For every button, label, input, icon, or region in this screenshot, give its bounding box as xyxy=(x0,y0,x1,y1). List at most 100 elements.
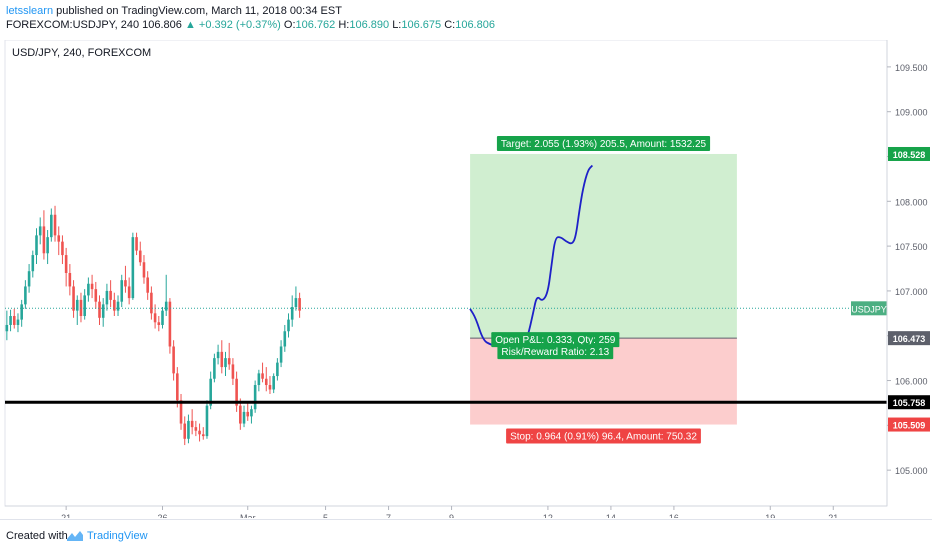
price-tick-label: 107.000 xyxy=(895,287,928,297)
publish-info: published on TradingView.com, March 11, … xyxy=(56,5,342,17)
price-badge xyxy=(888,146,930,161)
candle-body xyxy=(290,307,294,320)
candle-body xyxy=(42,226,46,254)
candle-body xyxy=(24,286,27,305)
close-label: C: xyxy=(444,19,456,31)
time-axis[interactable]: 21 26 Mar 5 7 9 12 14 16 19 21 xyxy=(5,505,887,518)
candle-body xyxy=(201,434,205,437)
candle-body xyxy=(231,364,235,379)
candle-body xyxy=(198,430,201,435)
time-tick-label: 21 xyxy=(828,513,838,518)
candle-body xyxy=(279,346,283,363)
price-axis[interactable]: 105.000105.500106.000106.500107.000107.5… xyxy=(886,40,930,506)
price-tick-label: 106.000 xyxy=(895,377,928,387)
candle-body xyxy=(120,280,124,302)
candle-body xyxy=(283,331,287,347)
candle-body xyxy=(72,286,75,311)
target-label-text: Target: 2.055 (1.93%) 205.5, Amount: 153… xyxy=(501,139,707,150)
candle-body xyxy=(98,301,101,318)
price-change: ▲ +0.392 (+0.37%) xyxy=(184,19,281,31)
candle-body xyxy=(135,237,138,251)
candle-body xyxy=(220,351,224,368)
low-label: L: xyxy=(392,19,402,31)
position-zones xyxy=(470,153,737,425)
time-tick-label: 21 xyxy=(61,513,71,518)
candle-body xyxy=(142,262,146,278)
candle-body xyxy=(264,378,268,386)
open-label: O: xyxy=(283,19,296,31)
target-label: Target: 2.055 (1.93%) 205.5, Amount: 153… xyxy=(496,135,711,151)
close-value: 106.806 xyxy=(455,19,495,31)
rr-label: Risk/Reward Ratio: 2.13 xyxy=(497,344,614,360)
position-labels: Target: 2.055 (1.93%) 205.5, Amount: 153… xyxy=(491,135,711,444)
pnl-label-bg xyxy=(491,332,620,348)
candle-body xyxy=(101,304,105,318)
candle-body xyxy=(75,299,79,311)
target-label-bg xyxy=(496,135,711,151)
high-value: 106.890 xyxy=(349,19,390,31)
candle-body xyxy=(150,292,153,314)
candle-body xyxy=(168,301,172,347)
candle-body xyxy=(157,322,161,325)
time-tick-label: 12 xyxy=(543,513,553,518)
open-value: 106.762 xyxy=(295,19,336,31)
candle-body xyxy=(153,313,157,323)
candle-body xyxy=(176,373,179,401)
candle-body xyxy=(83,295,86,317)
created-with-label: Created with xyxy=(6,530,68,542)
tradingview-logo-icon xyxy=(67,531,83,541)
time-tick-label: 14 xyxy=(606,513,616,518)
price-tick-label: 105.000 xyxy=(895,466,928,476)
candle-body xyxy=(183,423,187,439)
candle-body xyxy=(205,405,209,437)
price-chart[interactable]: USD/JPY, 240, FOREXCOM USDJPY Target: 2.… xyxy=(0,40,932,518)
candle-body xyxy=(9,316,12,325)
candle-body xyxy=(27,271,31,287)
footer: Created with TradingView xyxy=(0,519,932,551)
candle-body xyxy=(272,376,275,390)
candle-body xyxy=(57,235,61,242)
candle-body xyxy=(87,283,90,296)
tradingview-link[interactable]: TradingView xyxy=(87,530,148,542)
publish-line: letsslearn published on TradingView.com,… xyxy=(6,4,495,18)
price-badge-text: 108.528 xyxy=(893,150,926,160)
candle-body xyxy=(164,301,168,311)
candle-body xyxy=(16,319,20,325)
chart-title: USD/JPY, 240, FOREXCOM xyxy=(12,47,151,59)
candle-body xyxy=(105,290,109,305)
candle-body xyxy=(250,409,253,417)
candle-body xyxy=(46,237,49,254)
low-value: 106.675 xyxy=(401,19,442,31)
candle-body xyxy=(257,373,261,386)
candle-body xyxy=(116,301,120,311)
candle-body xyxy=(50,214,53,238)
price-tick-label: 107.500 xyxy=(895,242,928,252)
candle-body xyxy=(242,411,246,424)
candle-body xyxy=(253,385,257,410)
candle-body xyxy=(213,358,216,379)
time-tick-label: 26 xyxy=(157,513,167,518)
candle-body xyxy=(38,226,42,236)
candle-body xyxy=(20,304,23,320)
price-tick-label: 108.000 xyxy=(895,197,928,207)
price-tick-label: 109.000 xyxy=(895,108,928,118)
pnl-label-text: Open P&L: 0.333, Qty: 259 xyxy=(495,335,616,346)
candle-body xyxy=(187,420,190,439)
pnl-label: Open P&L: 0.333, Qty: 259 xyxy=(491,332,620,348)
symbol-price-tag xyxy=(851,301,887,316)
time-tick-label: 19 xyxy=(765,513,775,518)
last-price: 106.806 xyxy=(142,19,182,31)
price-badge-text: 106.473 xyxy=(893,334,926,344)
candle-body xyxy=(298,298,301,311)
symbol-line: FOREXCOM:USDJPY, 240 106.806 ▲ +0.392 (+… xyxy=(6,18,495,32)
rr-label-bg xyxy=(497,344,614,360)
stop-label-text: Stop: 0.964 (0.91%) 96.4, Amount: 750.32 xyxy=(510,432,697,443)
candle-body xyxy=(287,319,290,332)
candle-body xyxy=(227,358,231,365)
candle-body xyxy=(35,235,38,256)
price-tick-label: 109.500 xyxy=(895,63,928,73)
candle-body xyxy=(261,373,264,379)
candle-body xyxy=(53,214,57,236)
author-link[interactable]: letsslearn xyxy=(6,5,54,17)
time-tick-label: 16 xyxy=(669,513,679,518)
